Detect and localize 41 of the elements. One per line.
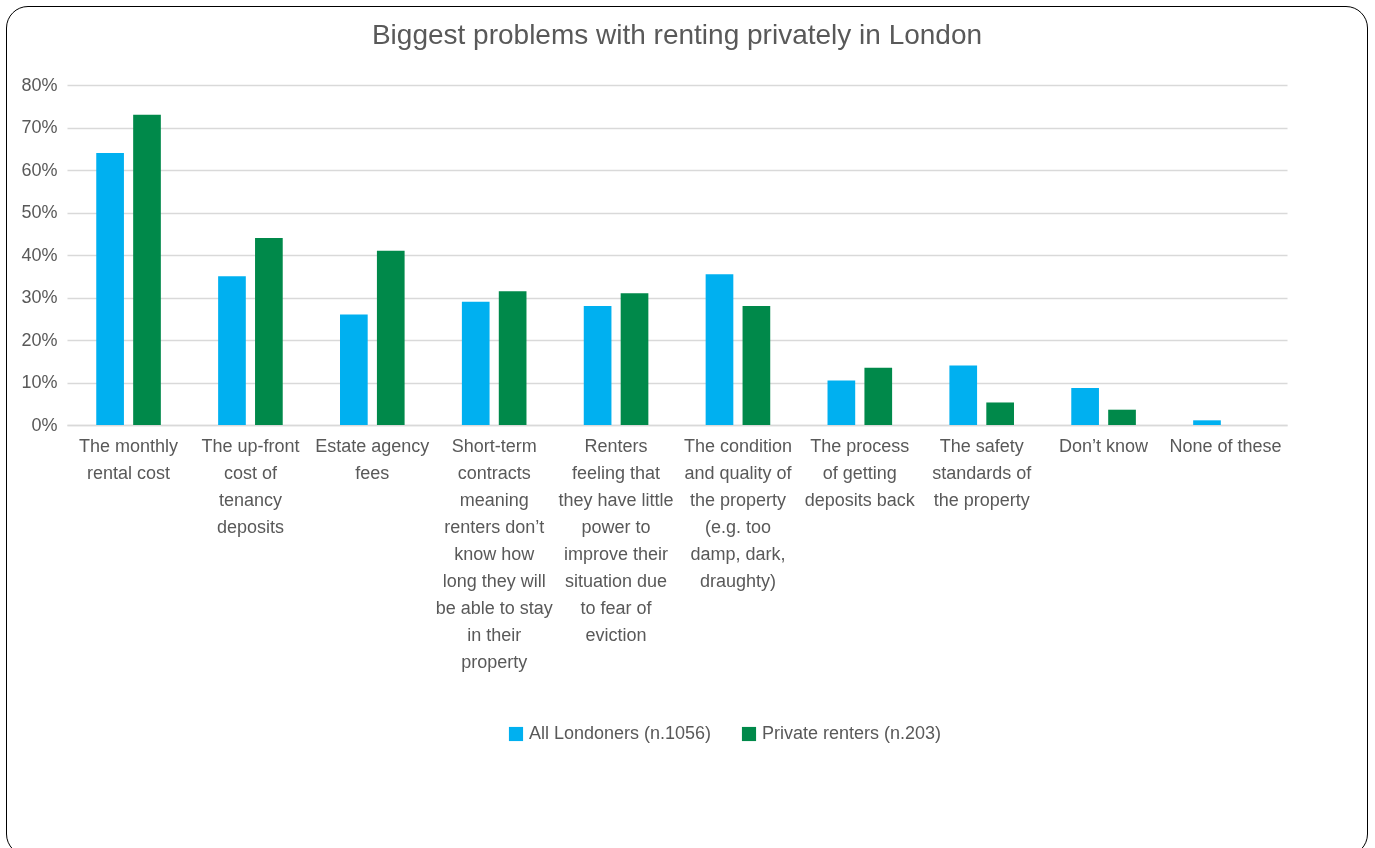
bar — [461, 301, 490, 425]
bar — [376, 250, 405, 425]
bar — [620, 293, 649, 425]
x-tick-label: Estate agency fees — [315, 435, 430, 483]
x-tick-label: The process of getting deposits back — [804, 435, 916, 510]
y-tick-label: 10% — [21, 372, 58, 392]
bar — [1193, 420, 1221, 425]
x-tick-label: The monthly rental cost — [79, 435, 179, 483]
bar — [218, 276, 246, 425]
x-tick-label: The condition and quality of the property (e.g. too damp, dark, draughty) — [683, 435, 793, 591]
bar — [986, 402, 1014, 425]
legend-label: All Londoners (n.1056) — [529, 723, 712, 743]
bar — [583, 306, 612, 425]
x-tick-label: None of these — [1169, 435, 1282, 456]
bar — [498, 291, 527, 425]
category-label: Short-term contracts meaning renters don’t know how long they will be able to stay in their property — [435, 435, 553, 672]
x-tick-label: The up-front cost of tenancy deposits — [201, 435, 300, 537]
y-tick-label: 20% — [21, 329, 58, 350]
bar — [96, 153, 124, 425]
bar — [133, 114, 161, 425]
y-tick-label: 60% — [21, 159, 58, 180]
y-tick-label: 0% — [31, 414, 58, 435]
bar — [340, 314, 368, 425]
legend-label: Private renters (n.203) — [762, 723, 942, 743]
x-tick-label: Renters feeling that they have little power to improve their situation due to fear of eviction — [558, 435, 674, 645]
bar — [255, 238, 283, 425]
bar — [1071, 388, 1099, 425]
y-tick-label: 40% — [21, 244, 58, 265]
y-tick-label: 80% — [21, 74, 58, 95]
bar — [1108, 409, 1136, 425]
y-tick-label: 50% — [21, 202, 58, 222]
bar — [864, 367, 893, 425]
bar — [705, 274, 734, 425]
x-tick-label: Don’t know — [1059, 435, 1150, 456]
y-tick-label: 30% — [21, 287, 58, 307]
bar — [827, 380, 856, 425]
bar — [949, 365, 978, 425]
x-tick-label: The safety standards of the property — [932, 435, 1033, 510]
y-tick-label: 70% — [21, 117, 58, 137]
chart-title: Biggest problems with renting privately in London — [371, 19, 983, 50]
bar — [742, 306, 771, 425]
